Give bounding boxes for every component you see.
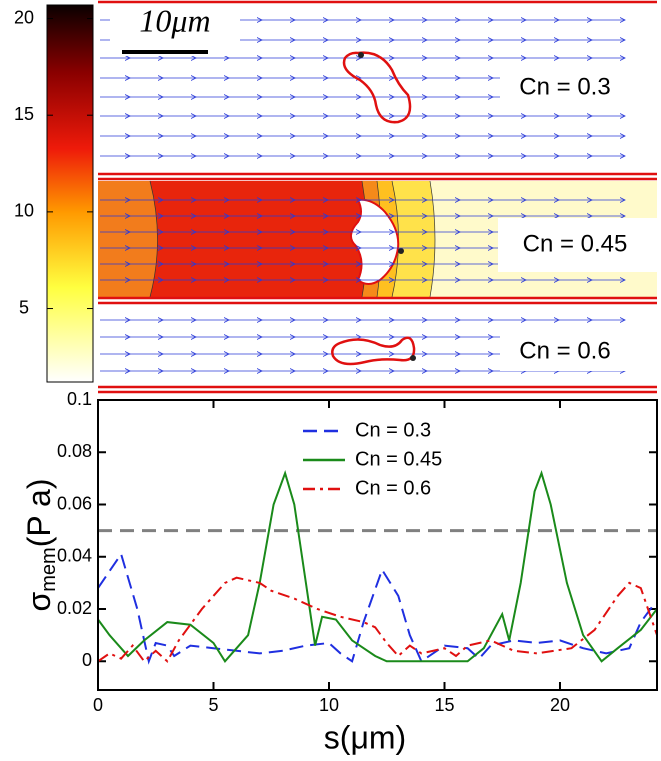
x-tick-label: 15 (434, 695, 454, 715)
cell (331, 336, 416, 366)
y-tick-label: 0.02 (57, 598, 92, 618)
panel-label: Cn = 0.3 (519, 73, 610, 100)
line-chart: 0 0.02 0.04 0.06 0.08 0.1 0 5 10 15 20 Cn = 0.3 Cn =… (57, 389, 658, 715)
label-bg (500, 333, 640, 371)
colorbar-tick-label: 10 (14, 201, 34, 221)
panel-label: Cn = 0.6 (519, 337, 610, 364)
series-line (97, 470, 658, 663)
colorbar-tick-label: 5 (19, 297, 29, 317)
legend-label: Cn = 0.3 (355, 419, 431, 441)
y-tick-label: 0 (82, 650, 92, 670)
y-tick-label: 0.08 (57, 441, 92, 461)
colorbar-ticks: 5 10 15 20 (14, 7, 93, 317)
series-line (97, 576, 658, 663)
cell-marker (410, 355, 416, 361)
colorbar-tick-label: 15 (14, 104, 34, 124)
y-tick-label: 0.1 (67, 389, 92, 409)
y-label-sub: mem (38, 547, 60, 591)
series-line (97, 551, 654, 665)
y-label-symbol: σ (21, 591, 57, 611)
channel-walls (98, 0, 657, 394)
x-tick-label: 10 (319, 695, 339, 715)
colorbar (46, 4, 94, 383)
cell (342, 51, 412, 124)
scale-bar-label: 10μm (139, 2, 210, 38)
legend-label: Cn = 0.45 (355, 448, 442, 470)
legend-label: Cn = 0.6 (355, 477, 431, 499)
cell-marker (358, 52, 364, 58)
panel-label: Cn = 0.45 (523, 230, 628, 257)
x-axis-label: s(μm) (324, 719, 406, 755)
label-bg (500, 68, 640, 108)
y-tick-label: 0.04 (57, 546, 92, 566)
x-tick-label: 20 (550, 695, 570, 715)
y-label-unit: (P a) (21, 479, 57, 548)
x-tick-label: 0 (93, 695, 103, 715)
y-axis-label: σmem(P a) (21, 479, 60, 612)
plot-frame (97, 399, 658, 691)
scale-bar-bg (110, 4, 240, 56)
x-tick-label: 5 (208, 695, 218, 715)
y-tick-label: 0.06 (57, 493, 92, 513)
colorbar-tick-label: 20 (14, 7, 34, 27)
label-bg (498, 218, 657, 272)
